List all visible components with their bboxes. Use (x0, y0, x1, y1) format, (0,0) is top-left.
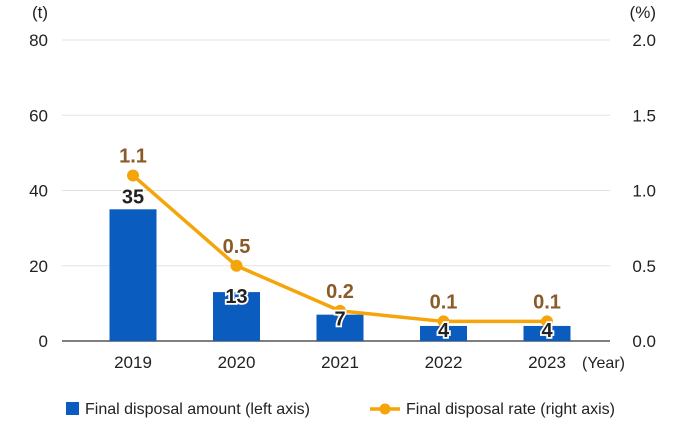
legend-line-marker (379, 403, 391, 415)
rate-point (230, 259, 243, 272)
right-tick-label: 1.0 (632, 182, 656, 201)
bar (420, 325, 467, 341)
left-tick-label: 20 (29, 257, 48, 276)
rate-value-label: 1.1 (119, 145, 147, 167)
bar-value-label: 35 (122, 186, 144, 208)
x-axis-unit: (Year) (582, 355, 625, 372)
left-tick-label: 0 (39, 332, 48, 351)
bar (213, 292, 260, 341)
left-tick-label: 40 (29, 182, 48, 201)
bar-value-label: 4 (438, 320, 450, 342)
right-tick-label: 2.0 (632, 31, 656, 50)
right-tick-label: 1.5 (632, 106, 656, 125)
bar-value-label: 7 (334, 309, 345, 331)
left-tick-label: 60 (29, 106, 48, 125)
x-tick-label: 2023 (528, 353, 566, 372)
x-tick-label: 2019 (114, 353, 152, 372)
bars (109, 209, 571, 341)
bar (109, 209, 157, 341)
legend-line-label: Final disposal rate (right axis) (406, 401, 615, 418)
rate-line (127, 169, 553, 328)
x-tick-label: 2022 (425, 353, 463, 372)
legend: Final disposal amount (left axis) Final d… (66, 401, 615, 418)
legend-bar-swatch (66, 402, 79, 415)
x-tick-label: 2021 (321, 353, 359, 372)
rate-point (127, 169, 139, 182)
rate-point (541, 315, 553, 328)
right-tick-label: 0.0 (632, 332, 656, 351)
axes: 0 20 40 60 80 0.0 0.5 1.0 1.5 2.0 (t) (%) 2019 2020 20… (29, 3, 656, 372)
right-axis-unit: (%) (630, 3, 656, 22)
rate-value-label: 0.2 (326, 281, 354, 303)
data-labels: 35 13 7 4 4 1.1 0.5 0.2 0.1 0.1 (119, 145, 561, 343)
legend-bar-label: Final disposal amount (left axis) (85, 401, 310, 418)
rate-point (437, 315, 450, 328)
left-axis-unit: (t) (32, 3, 48, 22)
bar-value-label: 4 (541, 320, 553, 342)
rate-value-label: 0.1 (533, 291, 561, 313)
right-tick-label: 0.5 (632, 257, 656, 276)
rate-point (334, 304, 346, 317)
rate-value-label: 0.5 (223, 236, 251, 258)
bar (316, 314, 364, 341)
bar-value-label: 13 (225, 286, 247, 308)
x-tick-label: 2020 (218, 353, 256, 372)
left-tick-label: 80 (29, 31, 48, 50)
bar (523, 325, 571, 341)
rate-value-label: 0.1 (430, 291, 458, 313)
